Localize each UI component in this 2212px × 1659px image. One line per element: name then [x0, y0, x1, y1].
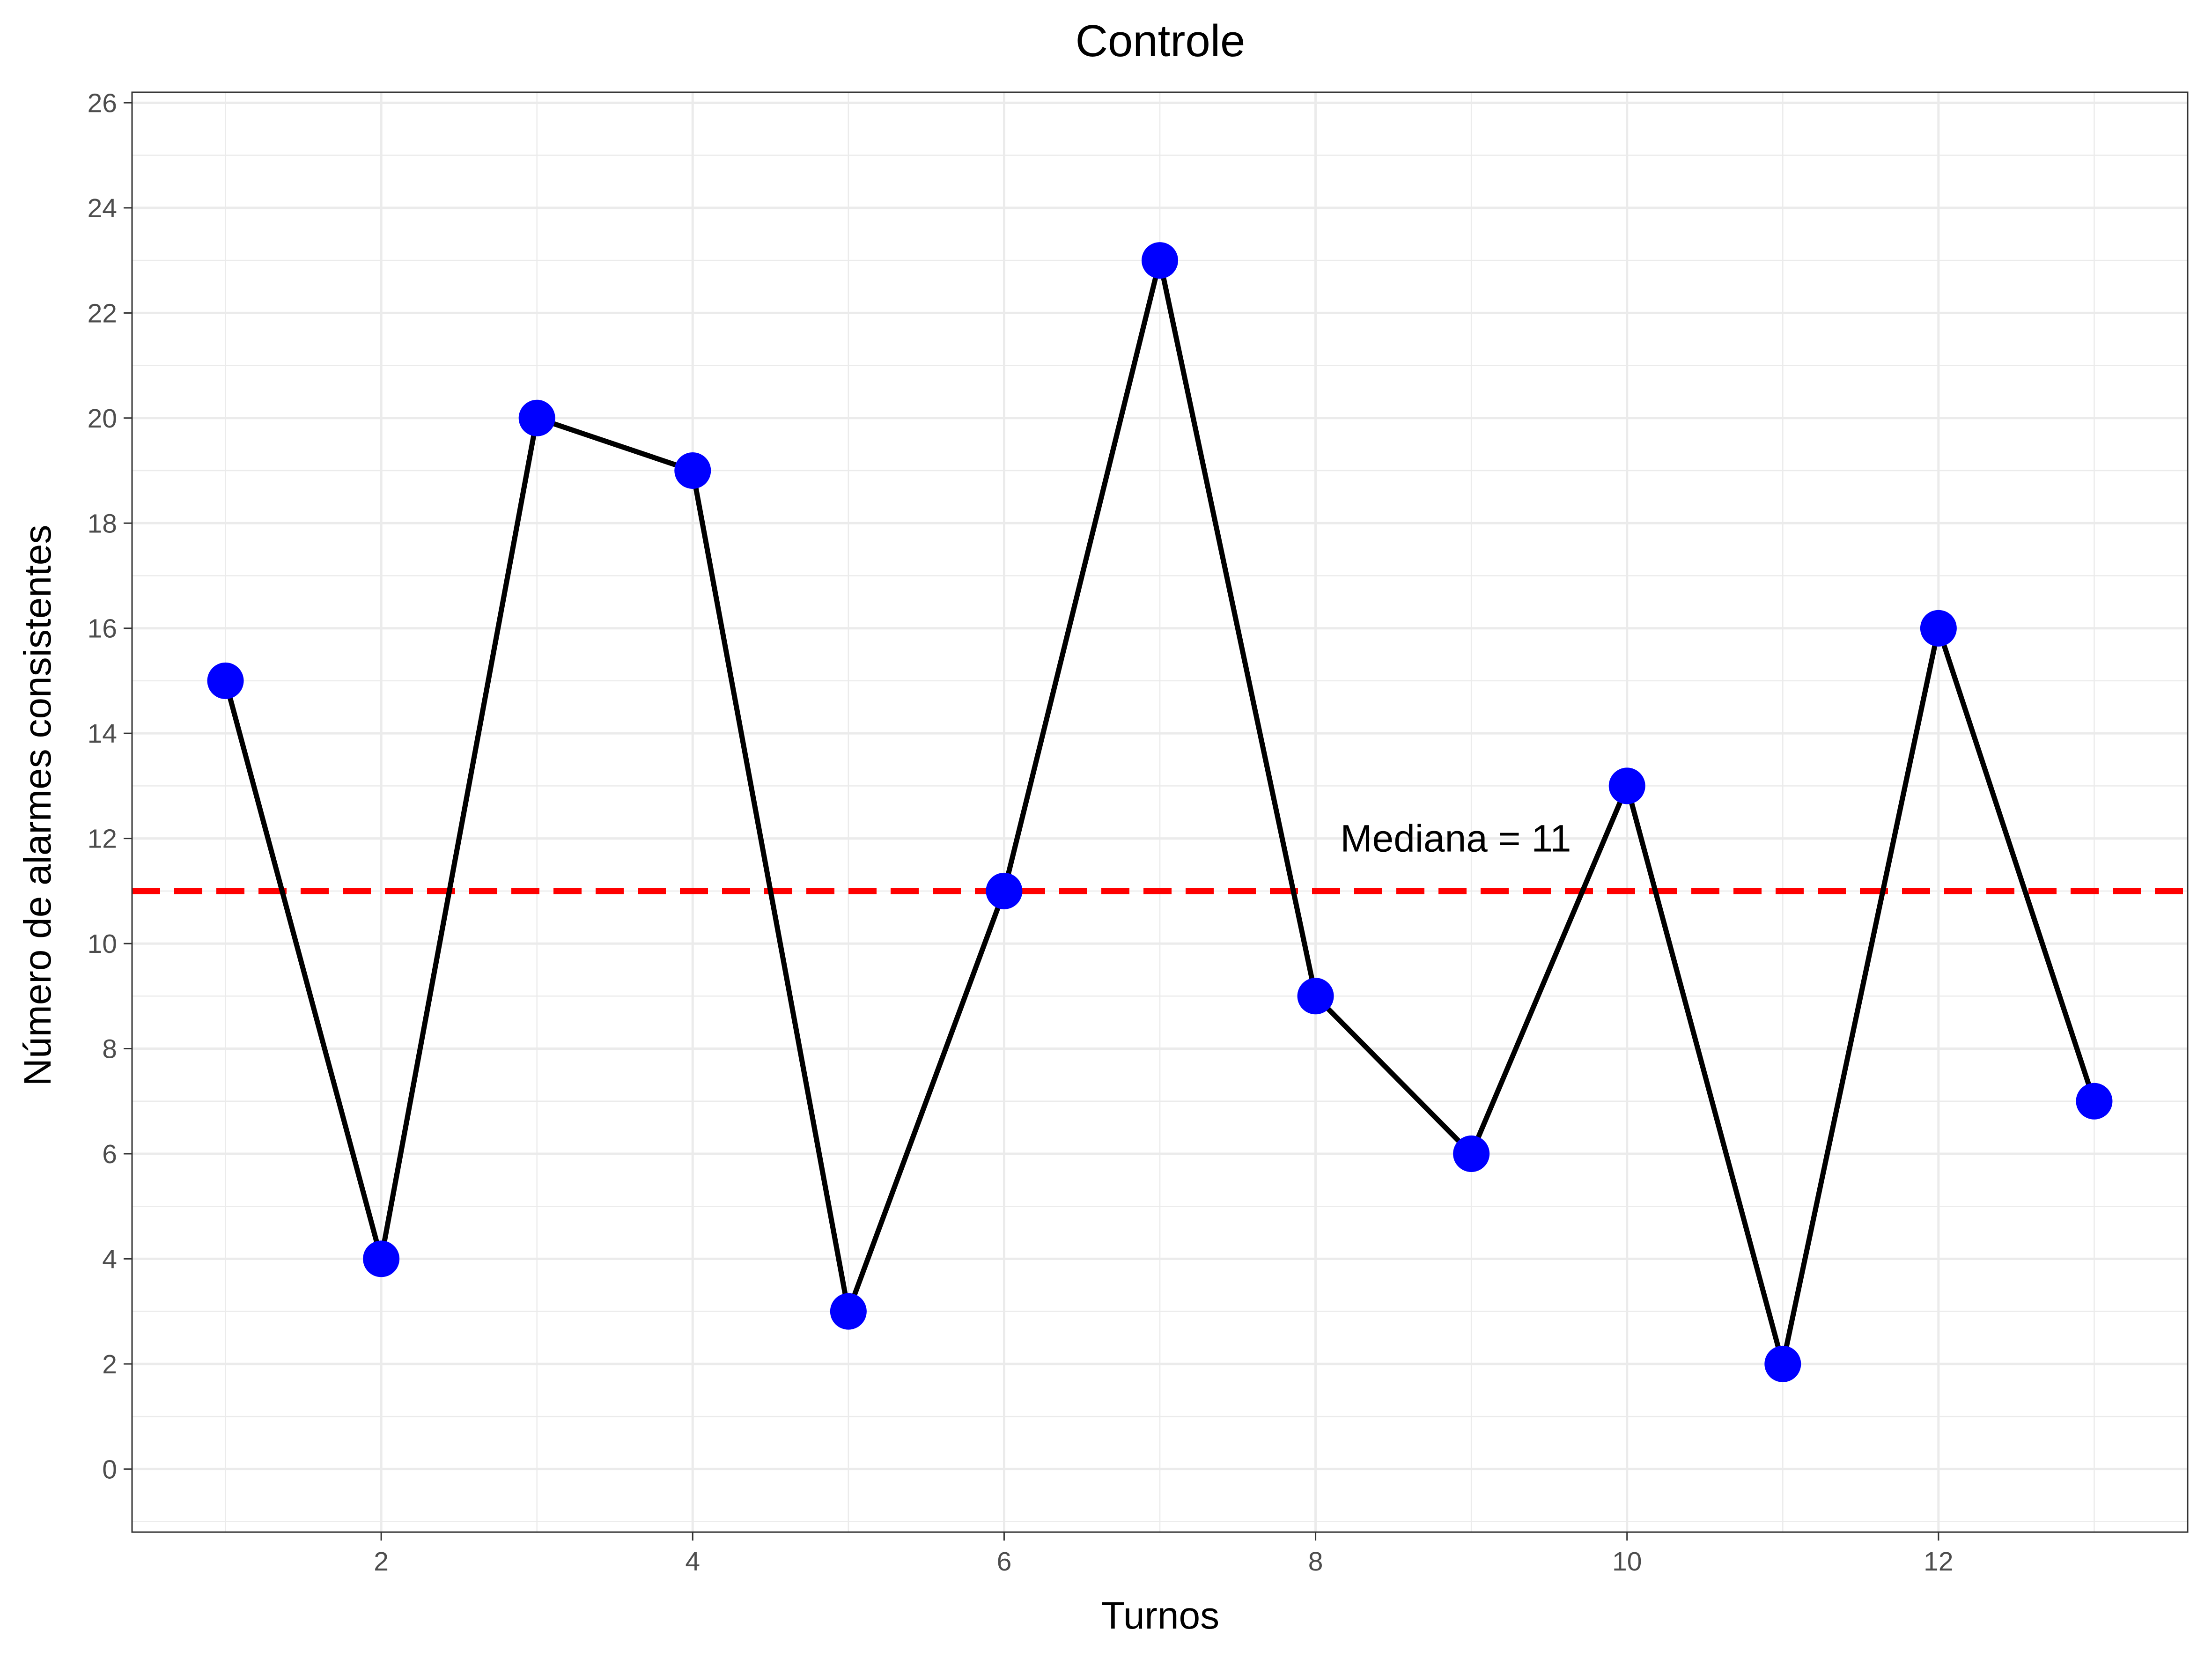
data-point: [674, 452, 711, 489]
data-point: [830, 1293, 867, 1330]
chart-title: Controle: [1076, 16, 1246, 66]
grid: [132, 92, 2188, 1532]
y-tick-label: 20: [88, 404, 117, 434]
data-point: [207, 662, 244, 699]
y-tick-label: 4: [102, 1244, 117, 1274]
y-tick-label: 18: [88, 509, 117, 538]
median-annotation: Mediana = 11: [1340, 818, 1571, 860]
data-point: [1920, 610, 1957, 647]
x-tick-label: 4: [685, 1547, 700, 1577]
data-point: [1453, 1135, 1490, 1172]
panel-border: [131, 91, 2189, 1533]
series-points: [207, 242, 2113, 1382]
y-axis-label: Número de alarmes consistentes: [16, 525, 59, 1086]
x-tick-label: 6: [997, 1547, 1012, 1577]
y-tick-label: 16: [88, 614, 117, 644]
y-tick-label: 0: [102, 1454, 117, 1484]
y-tick-label: 2: [102, 1349, 117, 1379]
data-point: [986, 872, 1023, 909]
data-point: [2076, 1083, 2113, 1120]
y-tick-label: 24: [88, 193, 117, 223]
y-tick-label: 26: [88, 88, 117, 118]
y-tick-label: 22: [88, 298, 117, 328]
x-axis-label: Turnos: [1101, 1594, 1219, 1637]
data-point: [1142, 242, 1178, 279]
x-tick-label: 10: [1612, 1547, 1642, 1577]
data-point: [1764, 1345, 1801, 1382]
y-tick-label: 8: [102, 1034, 117, 1064]
x-tick-label: 2: [374, 1547, 389, 1577]
data-point: [363, 1240, 400, 1277]
x-axis-ticks: 2 4 6 8 10 12: [374, 1532, 1954, 1577]
x-tick-label: 12: [1924, 1547, 1953, 1577]
y-tick-label: 12: [88, 824, 117, 854]
y-tick-label: 14: [88, 719, 117, 749]
data-point: [1608, 767, 1645, 804]
data-point: [518, 399, 555, 436]
data-point: [1297, 978, 1334, 1015]
y-tick-label: 10: [88, 929, 117, 959]
x-tick-label: 8: [1308, 1547, 1323, 1577]
y-tick-label: 6: [102, 1139, 117, 1169]
